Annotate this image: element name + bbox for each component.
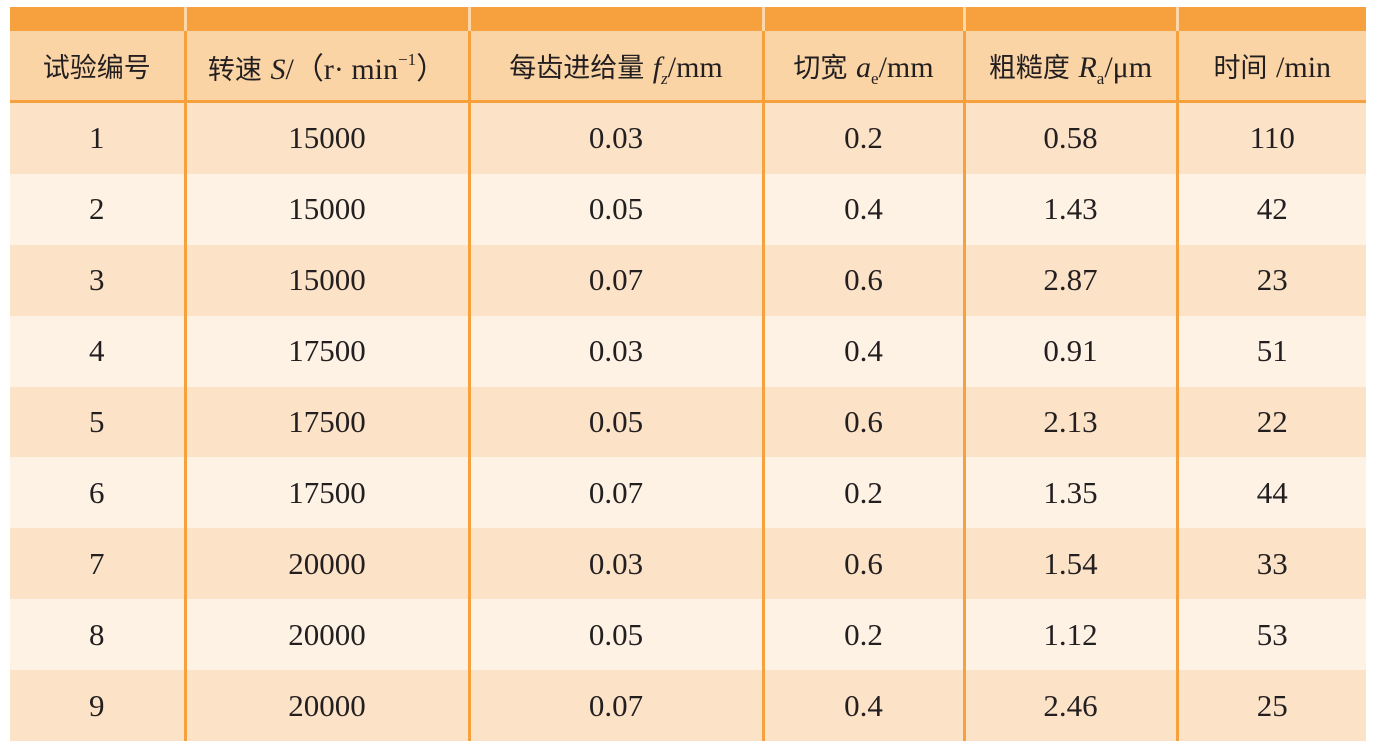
header-label: 转速 (207, 54, 271, 86)
data-table-container: 试验编号 转速 S/（r· min−1） 每齿进给量 fz/mm 切宽 ae/m… (10, 7, 1366, 742)
cell-test-number: 8 (10, 599, 185, 671)
cell-cut-width: 0.6 (761, 386, 964, 458)
cell-feed: 0.07 (467, 457, 763, 529)
header-unit: /μm (1104, 51, 1153, 84)
experiment-table: 试验编号 转速 S/（r· min−1） 每齿进给量 fz/mm 切宽 ae/m… (10, 7, 1366, 742)
header-unit-prefix: /（r· min (285, 52, 399, 86)
header-roughness: 粗糙度 Ra/μm (962, 31, 1177, 103)
cell-test-number: 5 (10, 386, 185, 458)
cell-test-number: 4 (10, 315, 185, 387)
cell-cut-width: 0.2 (761, 101, 964, 174)
header-subscript: e (871, 69, 879, 88)
header-cut-width: 切宽 ae/mm (761, 31, 964, 103)
cell-feed: 0.03 (467, 528, 763, 600)
header-row: 试验编号 转速 S/（r· min−1） 每齿进给量 fz/mm 切宽 ae/m… (10, 31, 1366, 103)
cell-time: 42 (1175, 173, 1366, 245)
cell-time: 110 (1175, 101, 1366, 174)
cell-speed: 17500 (183, 315, 469, 387)
table-row: 1 15000 0.03 0.2 0.58 110 (10, 101, 1366, 174)
header-variable: a (856, 51, 872, 84)
cell-feed: 0.07 (467, 244, 763, 316)
cell-feed: 0.03 (467, 101, 763, 174)
header-subscript: a (1096, 69, 1105, 88)
cell-cut-width: 0.2 (761, 599, 964, 671)
cell-roughness: 0.58 (962, 101, 1177, 174)
cell-test-number: 2 (10, 173, 185, 245)
cell-speed: 15000 (183, 101, 469, 174)
header-variable: R (1078, 51, 1097, 84)
cell-time: 51 (1175, 315, 1366, 387)
cell-feed: 0.05 (467, 599, 763, 671)
cell-test-number: 6 (10, 457, 185, 529)
cell-feed: 0.07 (467, 670, 763, 742)
cell-test-number: 7 (10, 528, 185, 600)
cell-feed: 0.05 (467, 173, 763, 245)
header-accent-band (10, 7, 1366, 31)
cell-time: 25 (1175, 670, 1366, 742)
table-row: 3 15000 0.07 0.6 2.87 23 (10, 244, 1366, 316)
cell-time: 44 (1175, 457, 1366, 529)
cell-time: 53 (1175, 599, 1366, 671)
header-feed-per-tooth: 每齿进给量 fz/mm (467, 31, 763, 103)
header-variable: S (270, 52, 286, 86)
cell-cut-width: 0.6 (761, 528, 964, 600)
cell-speed: 20000 (183, 528, 469, 600)
table-row: 9 20000 0.07 0.4 2.46 25 (10, 670, 1366, 742)
cell-time: 23 (1175, 244, 1366, 316)
header-label: 粗糙度 (988, 53, 1079, 84)
table-row: 5 17500 0.05 0.6 2.13 22 (10, 386, 1366, 458)
cell-roughness: 1.43 (962, 173, 1177, 245)
cell-roughness: 0.91 (962, 315, 1177, 387)
header-label: 试验编号 (42, 53, 151, 84)
cell-cut-width: 0.6 (761, 244, 964, 316)
table-row: 6 17500 0.07 0.2 1.35 44 (10, 457, 1366, 529)
table-row: 4 17500 0.03 0.4 0.91 51 (10, 315, 1366, 387)
table-row: 2 15000 0.05 0.4 1.43 42 (10, 173, 1366, 245)
header-label: 每齿进给量 (509, 53, 653, 84)
table-body: 1 15000 0.03 0.2 0.58 110 2 15000 0.05 0… (10, 101, 1366, 742)
cell-speed: 15000 (183, 244, 469, 316)
cell-roughness: 2.46 (962, 670, 1177, 742)
cell-roughness: 2.13 (962, 386, 1177, 458)
cell-roughness: 1.12 (962, 599, 1177, 671)
cell-roughness: 1.35 (962, 457, 1177, 529)
cell-test-number: 3 (10, 244, 185, 316)
cell-feed: 0.05 (467, 386, 763, 458)
header-unit: /mm (667, 51, 723, 84)
cell-test-number: 1 (10, 101, 185, 174)
header-variable: f (652, 51, 662, 84)
header-unit: ） (416, 52, 447, 86)
header-unit: /min (1276, 51, 1332, 84)
cell-speed: 17500 (183, 457, 469, 529)
header-speed: 转速 S/（r· min−1） (183, 31, 469, 103)
cell-roughness: 2.87 (962, 244, 1177, 316)
cell-speed: 20000 (183, 599, 469, 671)
cell-roughness: 1.54 (962, 528, 1177, 600)
cell-cut-width: 0.4 (761, 670, 964, 742)
header-time: 时间 /min (1175, 31, 1366, 103)
cell-test-number: 9 (10, 670, 185, 742)
cell-cut-width: 0.2 (761, 457, 964, 529)
header-superscript: −1 (398, 49, 417, 69)
header-test-number: 试验编号 (10, 31, 185, 103)
cell-speed: 20000 (183, 670, 469, 742)
header-label: 切宽 (793, 53, 857, 84)
cell-time: 33 (1175, 528, 1366, 600)
table-row: 8 20000 0.05 0.2 1.12 53 (10, 599, 1366, 671)
header-unit: /mm (878, 51, 934, 84)
cell-feed: 0.03 (467, 315, 763, 387)
cell-cut-width: 0.4 (761, 315, 964, 387)
header-label: 时间 (1213, 53, 1277, 84)
table-row: 7 20000 0.03 0.6 1.54 33 (10, 528, 1366, 600)
cell-speed: 17500 (183, 386, 469, 458)
cell-speed: 15000 (183, 173, 469, 245)
cell-time: 22 (1175, 386, 1366, 458)
cell-cut-width: 0.4 (761, 173, 964, 245)
header-subscript: z (661, 69, 668, 88)
